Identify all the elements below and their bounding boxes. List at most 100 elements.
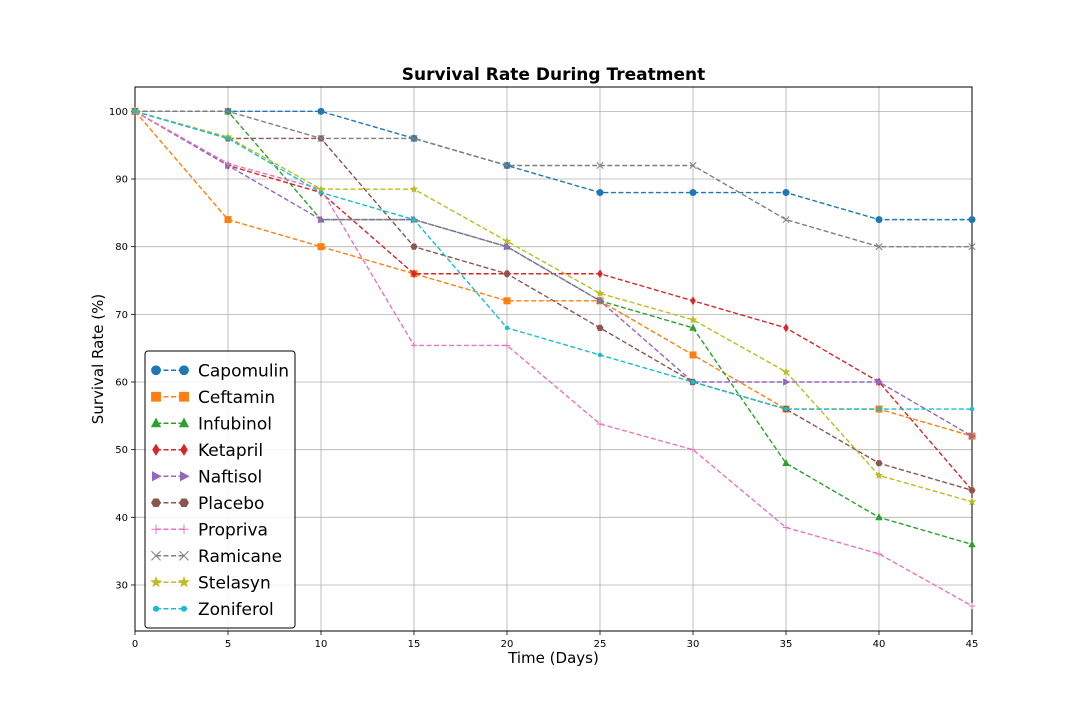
x-tick-label: 25 [594, 639, 607, 650]
data-point-naftisol [504, 242, 512, 251]
data-point-ketapril [690, 296, 696, 306]
legend-item-zoniferol: Zoniferol [152, 600, 274, 620]
series-line-placebo [134, 110, 973, 491]
data-point-naftisol [969, 432, 977, 440]
data-point-capomulin [875, 216, 883, 224]
data-point-zoniferol [783, 406, 789, 412]
legend-swatch-marker [179, 365, 189, 376]
legend-swatch-marker [151, 550, 161, 561]
legend-swatch-marker [179, 498, 189, 508]
y-tick-label: 30 [115, 580, 128, 591]
data-point-capomulin [968, 216, 976, 224]
y-axis: 30 40 50 60 70 80 90 100 [109, 107, 135, 591]
y-tick-label: 100 [109, 107, 128, 118]
legend-item-propriva: Propriva [151, 520, 268, 540]
x-tick-label: 45 [966, 639, 979, 650]
legend-label-ketapril: Ketapril [198, 441, 263, 461]
legend-swatch-marker [151, 365, 161, 376]
data-point-placebo [503, 270, 511, 277]
y-tick-label: 60 [115, 378, 128, 389]
series-line-ramicane [135, 110, 972, 248]
data-point-naftisol [597, 297, 605, 305]
legend-swatch-marker [152, 605, 160, 612]
data-point-placebo [596, 324, 604, 331]
legend-swatch-marker [150, 576, 162, 588]
series-line-capomulin [135, 110, 972, 221]
x-tick-label: 35 [780, 639, 793, 650]
legend-item-naftisol: Naftisol [152, 467, 262, 487]
legend-item-capomulin: Capomulin [151, 361, 289, 381]
data-point-naftisol [876, 378, 884, 386]
data-point-placebo [968, 487, 976, 494]
x-tick-label: 5 [225, 639, 231, 650]
data-point-ramicane [410, 134, 418, 142]
data-point-zoniferol [690, 379, 696, 385]
data-point-stelasyn [688, 315, 698, 324]
data-point-naftisol [783, 378, 791, 386]
series-line-infubinol [135, 110, 973, 546]
legend-swatch-marker [179, 391, 189, 402]
legend-label-zoniferol: Zoniferol [198, 600, 274, 620]
x-tick-label: 40 [873, 639, 886, 650]
y-tick-label: 80 [115, 242, 128, 253]
x-tick-label: 0 [132, 639, 138, 650]
data-point-propriva [410, 342, 418, 349]
series-line-propriva [134, 110, 973, 607]
legend-label-stelasyn: Stelasyn [198, 573, 271, 593]
legend-label-propriva: Propriva [198, 520, 268, 540]
y-tick-label: 70 [115, 310, 128, 321]
series-zoniferol [132, 109, 975, 412]
data-point-propriva [503, 342, 511, 349]
legend-swatch-marker [151, 498, 161, 508]
data-point-capomulin [317, 107, 325, 115]
y-tick-label: 40 [115, 513, 128, 524]
data-point-ramicane [317, 134, 325, 142]
legend-swatch-marker [150, 417, 162, 428]
legend-swatch-marker [152, 443, 160, 456]
legend-swatch-marker [151, 524, 161, 534]
data-point-zoniferol [876, 406, 882, 412]
legend: Capomulin Ceftamin Infubinol Ketapril Naftis… [144, 350, 296, 629]
series-line-stelasyn [134, 110, 973, 503]
plot-area-frame [134, 86, 973, 632]
data-point-ketapril [783, 323, 789, 333]
data-point-infubinol [875, 513, 883, 521]
x-tick-label: 30 [687, 639, 700, 650]
legend-swatch-marker [179, 550, 189, 561]
legend-label-naftisol: Naftisol [198, 467, 262, 487]
chart-title: Survival Rate During Treatment [402, 65, 705, 85]
series-layer [130, 106, 977, 610]
data-point-naftisol [318, 215, 326, 224]
data-point-capomulin [689, 189, 697, 197]
y-tick-label: 50 [115, 445, 128, 456]
legend-item-placebo: Placebo [151, 494, 264, 514]
legend-box [144, 350, 296, 629]
legend-item-infubinol: Infubinol [150, 414, 272, 434]
data-point-stelasyn [595, 288, 605, 298]
data-point-ceftamin [317, 243, 325, 251]
legend-item-ketapril: Ketapril [152, 441, 263, 461]
data-point-stelasyn [502, 236, 512, 245]
x-tick-label: 15 [408, 639, 421, 650]
legend-item-stelasyn: Stelasyn [150, 573, 271, 593]
data-point-zoniferol [411, 217, 417, 222]
data-point-ceftamin [503, 297, 511, 305]
x-tick-label: 10 [315, 639, 328, 650]
data-point-infubinol [689, 323, 697, 331]
data-point-propriva [782, 524, 790, 531]
data-point-capomulin [596, 189, 604, 197]
data-point-propriva [689, 446, 697, 453]
data-point-propriva [875, 550, 883, 558]
data-point-stelasyn [781, 367, 791, 376]
data-point-stelasyn [874, 470, 884, 480]
data-point-propriva [968, 602, 976, 610]
legend-swatch-marker [152, 471, 162, 482]
data-point-zoniferol [504, 325, 510, 331]
data-point-ramicane [875, 243, 883, 251]
data-point-stelasyn [967, 497, 977, 506]
legend-label-infubinol: Infubinol [198, 414, 272, 434]
y-axis-label: Survival Rate (%) [89, 294, 107, 424]
data-point-zoniferol [597, 352, 603, 358]
data-point-ketapril [411, 269, 417, 279]
